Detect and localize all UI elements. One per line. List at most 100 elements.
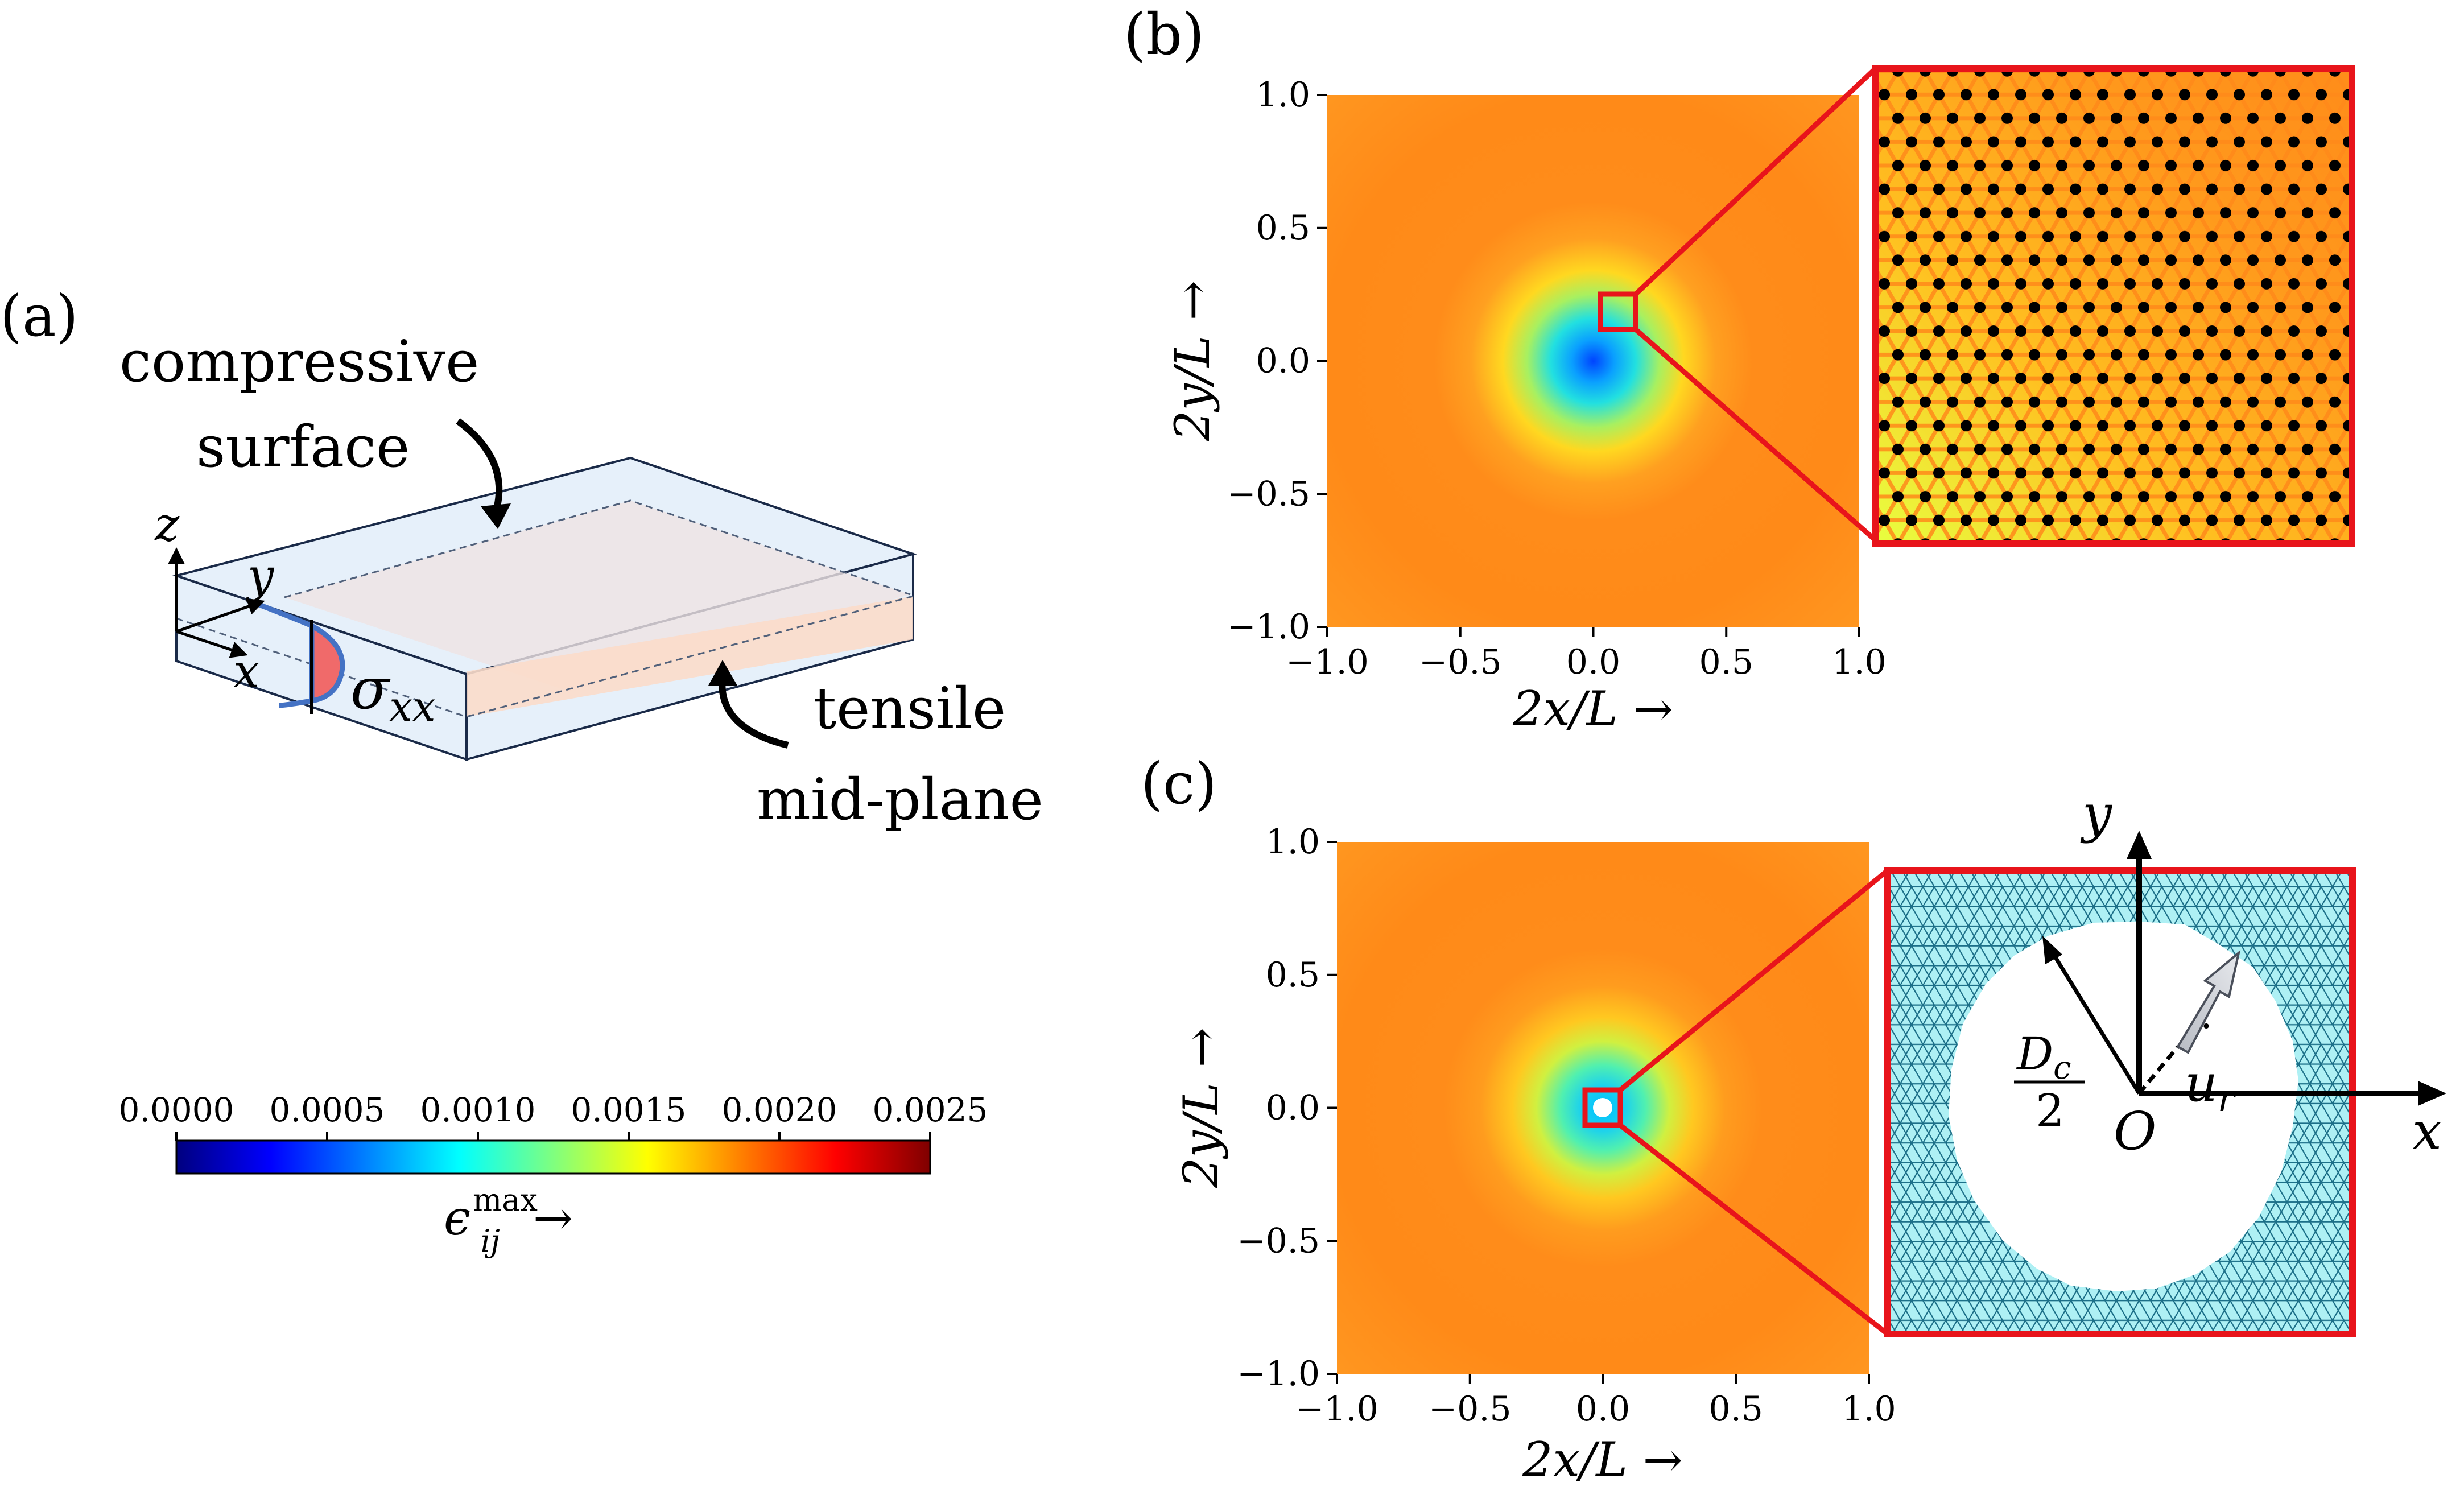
- stress-symbol: σ: [350, 655, 391, 722]
- colorbar-label-subscript: ij: [481, 1223, 500, 1259]
- c-xtick-label: −1.0: [1295, 1389, 1378, 1429]
- b-inset-frame: [1872, 65, 2355, 547]
- b-zoom-line-top: [1633, 66, 1878, 296]
- b-ytick-label: 1.0: [1256, 75, 1310, 115]
- colorbar: 0.0000 0.0005 0.0010 0.0015 0.0020 0.0025 ϵma…: [119, 1091, 988, 1259]
- c-inset: x y O Dc 2 ur ˙: [1884, 783, 2446, 1337]
- x-axis-label: x: [233, 645, 259, 699]
- c-xtick-label: −0.5: [1429, 1389, 1512, 1429]
- colorbar-label-arrow: →: [533, 1190, 573, 1246]
- b-ytick-label: 0.5: [1256, 208, 1310, 248]
- y-axis-label: y: [245, 549, 275, 603]
- b-xticks: −1.0 −0.5 0.0 0.5 1.0: [1286, 627, 1887, 682]
- c-ytick-label: 0.0: [1266, 1088, 1320, 1128]
- field-edge-shade-b: [1327, 95, 1859, 627]
- displacement-arrow: [2176, 949, 2241, 1054]
- colorbar-tick-label: 0.0025: [873, 1091, 988, 1129]
- field-plot-b: [1327, 95, 1859, 627]
- c-inset-y-label: y: [2080, 783, 2112, 844]
- c-inset-origin-label: O: [2114, 1101, 2156, 1162]
- midplane-label: mid-plane: [757, 766, 1043, 833]
- displacement-subscript: r: [2218, 1078, 2236, 1120]
- colorbar-tick-label: 0.0015: [571, 1091, 687, 1129]
- compressive-label: compressive: [119, 328, 479, 395]
- hidden-edges: [176, 499, 914, 718]
- b-xtick-label: 0.5: [1699, 642, 1753, 682]
- c-inset-hole: [1949, 922, 2298, 1291]
- c-xtick-label: 1.0: [1842, 1389, 1896, 1429]
- colorbar-tick-label: 0.0010: [420, 1091, 536, 1129]
- panel-b: (b) −1.0 −0.5 0.0 0.5 1.0 1.00.50.0−0.5−1.0 …: [1124, 1, 2355, 737]
- panel-a-label: (a): [0, 283, 79, 349]
- displacement-label: ur: [2185, 1054, 2236, 1120]
- x-axis-arrow: [176, 630, 248, 658]
- tensile-label: tensile: [814, 675, 1006, 742]
- radius-denominator: 2: [2036, 1084, 2065, 1137]
- c-ytick-label: 1.0: [1266, 822, 1320, 862]
- c-hole: [1593, 1098, 1612, 1117]
- b-ytick-label: −1.0: [1227, 607, 1310, 647]
- tensile-pointer-head: [708, 660, 737, 686]
- b-yticks: 1.0 0.5 0.0 −0.5 −1.0: [1227, 75, 1327, 647]
- c-inset-clip: [1888, 870, 2352, 1334]
- radius-arrow: [2049, 949, 2141, 1095]
- z-axis-label: z: [154, 498, 180, 552]
- radius-arrowhead: [2042, 936, 2062, 964]
- field-plot-c: [1337, 842, 1869, 1374]
- panel-b-label: (b): [1124, 1, 1204, 68]
- radius-numerator-symbol: D: [2016, 1027, 2053, 1080]
- c-inset-frame: [1884, 867, 2356, 1337]
- c-inset-x-arrowhead: [2418, 1081, 2446, 1106]
- b-xtick-label: −1.0: [1286, 642, 1369, 682]
- compressive-pointer-arrow: [456, 418, 503, 516]
- displacement-dot: ˙: [2195, 1016, 2218, 1069]
- c-inset-x-label: x: [2412, 1101, 2442, 1162]
- b-xlabel: 2x/L →: [1512, 681, 1673, 737]
- c-xlabel: 2x/L →: [1522, 1432, 1683, 1488]
- stress-profile-tensile: [309, 621, 345, 704]
- c-zoom-box: [1582, 1087, 1623, 1128]
- b-zoom-box: [1598, 291, 1638, 332]
- panel-c: (c) −1.0 −0.5 0.0 0.5 1.0 1.00.50.0−0.5−1.0 …: [1141, 750, 2446, 1488]
- colorbar-tick-label: 0.0000: [119, 1091, 234, 1129]
- b-ytick-label: −0.5: [1227, 474, 1310, 514]
- c-ylabel: 2y/L →: [1173, 1027, 1229, 1188]
- b-xtick-label: 0.0: [1566, 642, 1620, 682]
- b-zoom-line-bottom: [1634, 327, 1877, 543]
- c-ytick-label: −1.0: [1237, 1354, 1320, 1394]
- stress-subscript: xx: [389, 683, 435, 730]
- b-xtick-label: −0.5: [1419, 642, 1502, 682]
- b-ylabel: 2y/L →: [1165, 280, 1220, 441]
- radius-label: Dc 2: [2014, 1027, 2085, 1137]
- colorbar-gradient: [175, 1139, 931, 1175]
- tensile-pointer-arrow: [719, 676, 789, 749]
- panel-a: (a) compressive surface z y x σxx: [0, 283, 1043, 833]
- colorbar-label: ϵmax ij →: [444, 1182, 573, 1259]
- radius-numerator: Dc: [2016, 1027, 2071, 1087]
- b-ytick-label: 0.0: [1256, 341, 1310, 381]
- surface-label: surface: [196, 414, 410, 480]
- stress-label: σxx: [350, 655, 435, 730]
- c-ytick-label: −0.5: [1237, 1221, 1320, 1261]
- c-xtick-label: 0.5: [1709, 1389, 1763, 1429]
- slab-diagram: z y x σxx: [154, 456, 917, 761]
- displacement-dashed-line: [2137, 1045, 2180, 1095]
- colorbar-label-superscript: max: [473, 1182, 538, 1218]
- c-yticks: 1.0 0.5 0.0 −0.5 −1.0: [1237, 822, 1337, 1394]
- displacement-symbol: u: [2185, 1054, 2218, 1113]
- midplane-top-strip: [284, 501, 910, 691]
- b-inset: [1872, 65, 2355, 547]
- colorbar-tick-label: 0.0020: [722, 1091, 837, 1129]
- radius-numerator-subscript: c: [2053, 1050, 2071, 1087]
- y-axis-arrow: [176, 598, 265, 633]
- colorbar-ticks: 0.0000 0.0005 0.0010 0.0015 0.0020 0.0025: [119, 1091, 988, 1141]
- compressive-pointer-head: [481, 503, 511, 529]
- c-zoom-line-top: [1619, 868, 1889, 1092]
- c-ytick-label: 0.5: [1266, 955, 1320, 995]
- b-xtick-label: 1.0: [1832, 642, 1886, 682]
- c-xtick-label: 0.0: [1576, 1389, 1630, 1429]
- c-zoom-line-bottom: [1619, 1123, 1889, 1336]
- c-xticks: −1.0 −0.5 0.0 0.5 1.0: [1295, 1374, 1896, 1429]
- colorbar-label-symbol: ϵ: [444, 1190, 470, 1246]
